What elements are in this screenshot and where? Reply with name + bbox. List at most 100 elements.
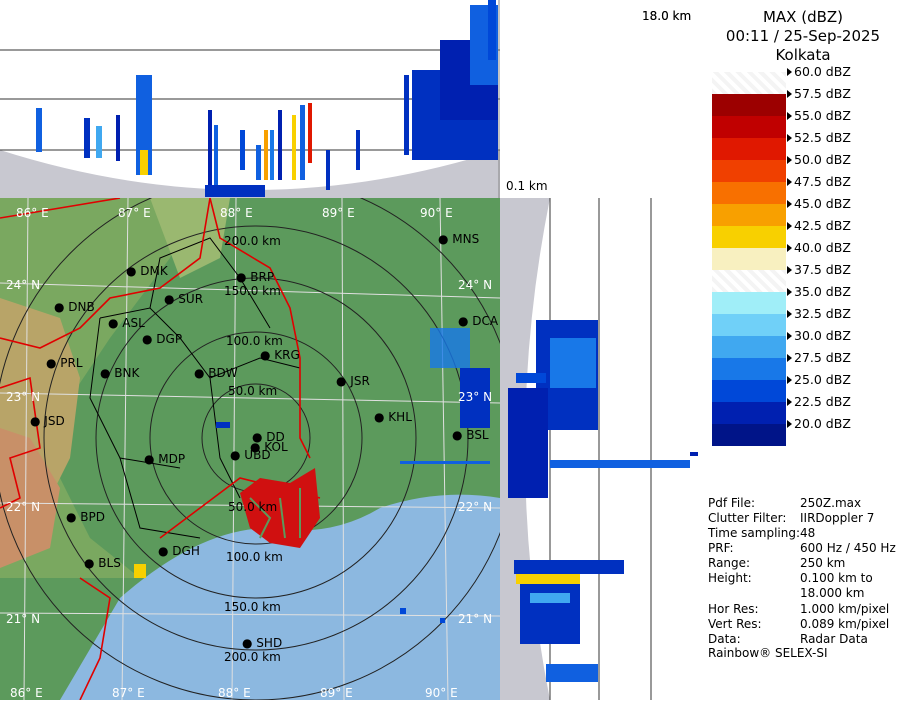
lat-label-21: 21° N (6, 612, 41, 626)
legend-row: 40.0 dBZ (700, 240, 906, 270)
lon-label-86-bottom: 86° E (10, 686, 43, 700)
info-key: Range: (708, 556, 751, 570)
legend-tick-icon (787, 178, 792, 186)
legend-tick-icon (787, 288, 792, 296)
legend-tick-icon (787, 376, 792, 384)
info-row: 18.000 km (708, 586, 906, 601)
info-key: Vert Res: (708, 617, 762, 631)
legend-swatch (712, 380, 786, 402)
lat-label-23: 23° N (6, 390, 41, 404)
city-prl: ● PRL (46, 356, 83, 370)
legend-label: 22.5 dBZ (794, 394, 851, 409)
lon-label-90-bottom: 90° E (425, 686, 458, 700)
info-key: Data: (708, 632, 741, 646)
legend-tick-icon (787, 90, 792, 98)
info-key: Clutter Filter: (708, 511, 787, 525)
info-key: Height: (708, 571, 752, 585)
city-dmk: ● DMK (126, 264, 168, 278)
city-jsd: ● JSD (30, 414, 65, 428)
legend-swatch (712, 358, 786, 380)
ring-label-200: 200.0 km (224, 234, 281, 248)
info-row: Pdf File: 250Z.max (708, 496, 906, 511)
legend-tick-icon (787, 134, 792, 142)
city-mdp: ● MDP (144, 452, 186, 466)
legend-tick-icon (787, 398, 792, 406)
sundarbans-echo (240, 468, 320, 548)
lon-label-87-bottom: 87° E (112, 686, 145, 700)
legend-label: 25.0 dBZ (794, 372, 851, 387)
info-value: 0.100 km to (800, 571, 873, 585)
legend-tick-icon (787, 112, 792, 120)
legend-label: 47.5 dBZ (794, 174, 851, 189)
legend-tick-icon (787, 156, 792, 164)
city-krg: ● KRG (260, 348, 300, 362)
lon-label-89-bottom: 89° E (320, 686, 353, 700)
legend-swatch (712, 116, 786, 138)
legend-tick-icon (787, 200, 792, 208)
city-brp: ● BRP (236, 270, 275, 284)
info-row: Range: 250 km (708, 556, 906, 571)
legend-row: 35.0 dBZ (700, 284, 906, 314)
ring-label-100: 100.0 km (226, 334, 283, 348)
city-shd: ● SHD (242, 636, 283, 650)
legend-swatch (712, 248, 786, 270)
lat-label-22: 22° N (6, 500, 41, 514)
color-legend: 60.0 dBZ 57.5 dBZ 55.0 dBZ 52.5 dBZ 50.0 dBZ… (700, 64, 906, 492)
side-cross-section (500, 198, 700, 700)
legend-label: 60.0 dBZ (794, 64, 851, 79)
top-cross-section-plot (0, 0, 500, 198)
legend-tick-icon (787, 266, 792, 274)
ring-label-50-south: 50.0 km (228, 500, 278, 514)
legend-row: 57.5 dBZ (700, 86, 906, 116)
legend-tick-icon (787, 244, 792, 252)
bottom-height-label: 0.1 km (506, 179, 548, 193)
ring-label-150: 150.0 km (224, 284, 281, 298)
info-value: IIRDoppler 7 (800, 511, 875, 525)
ring-label-50: 50.0 km (228, 384, 278, 398)
ring-label-100-south: 100.0 km (226, 550, 283, 564)
legend-row: 42.5 dBZ (700, 218, 906, 248)
info-key: PRF: (708, 541, 734, 555)
legend-swatch (712, 336, 786, 358)
legend-label: 42.5 dBZ (794, 218, 851, 233)
legend-tick-icon (787, 310, 792, 318)
city-ubd: ● UBD (230, 448, 271, 462)
info-row: Height: 0.100 km to (708, 571, 906, 586)
lat-label-23-right: 23° N (458, 390, 493, 404)
info-panel: MAX (dBZ) 00:11 / 25-Sep-2025 Kolkata 60… (700, 0, 906, 700)
info-value: 1.000 km/pixel (800, 602, 890, 616)
city-jsr: ● JSR (336, 374, 370, 388)
legend-label: 55.0 dBZ (794, 108, 851, 123)
legend-tick-icon (787, 222, 792, 230)
legend-row: 52.5 dBZ (700, 130, 906, 160)
timestamp: 00:11 / 25-Sep-2025 (725, 27, 881, 45)
legend-row: 50.0 dBZ (700, 152, 906, 182)
legend-swatch (712, 314, 786, 336)
legend-swatch (712, 94, 786, 116)
top-cross-section: 18.0 km (0, 0, 691, 198)
info-row: Hor Res: 1.000 km/pixel (708, 602, 906, 617)
info-row: Data: Radar Data (708, 632, 906, 647)
info-key: Time sampling: (708, 526, 801, 540)
legend-row: 20.0 dBZ (700, 416, 906, 446)
lon-label-89: 89° E (322, 206, 355, 220)
legend-label: 30.0 dBZ (794, 328, 851, 343)
lon-label-86: 86° E (16, 206, 49, 220)
legend-tick-icon (787, 332, 792, 340)
legend-label: 37.5 dBZ (794, 262, 851, 277)
legend-label: 57.5 dBZ (794, 86, 851, 101)
legend-swatch (712, 72, 786, 94)
legend-label: 50.0 dBZ (794, 152, 851, 167)
info-value: 0.089 km/pixel (800, 617, 890, 631)
map-echoes (134, 328, 490, 623)
legend-swatch (712, 424, 786, 446)
city-dd: ● DD (252, 430, 285, 444)
legend-row: 30.0 dBZ (700, 328, 906, 358)
legend-label: 32.5 dBZ (794, 306, 851, 321)
city-bsl: ● BSL (452, 428, 489, 442)
radar-map[interactable]: 86° E 87° E 88° E 89° E 90° E 86° E 87° … (0, 175, 519, 701)
legend-swatch (712, 138, 786, 160)
info-value: 18.000 km (800, 586, 865, 600)
legend-label: 52.5 dBZ (794, 130, 851, 145)
district-boundaries (89, 237, 301, 539)
